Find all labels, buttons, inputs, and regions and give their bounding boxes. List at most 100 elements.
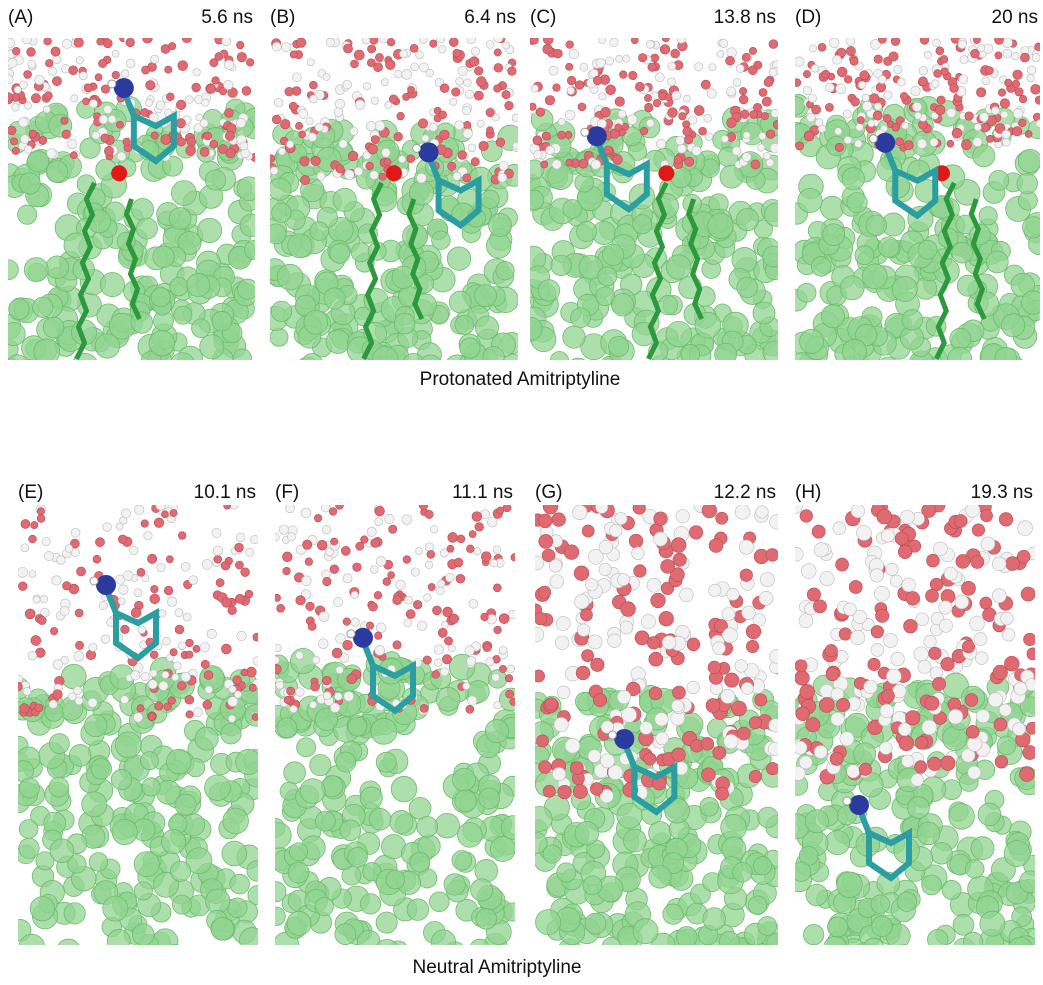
lipid-sphere xyxy=(501,816,525,840)
water-atom xyxy=(814,745,827,758)
water-atom xyxy=(350,127,358,135)
water-atom xyxy=(647,578,661,592)
water-atom xyxy=(246,59,254,67)
water-atom xyxy=(1032,53,1040,61)
water-atom xyxy=(826,83,835,92)
water-atom xyxy=(222,598,232,608)
water-atom xyxy=(311,156,321,166)
water-atom xyxy=(156,101,165,110)
water-atom xyxy=(420,36,428,44)
water-atom xyxy=(864,680,878,694)
water-atom xyxy=(252,714,259,721)
lipid-sphere xyxy=(681,345,700,364)
water-atom xyxy=(870,94,880,104)
water-atom xyxy=(566,41,574,49)
water-atom xyxy=(241,669,248,676)
water-atom xyxy=(554,717,568,731)
water-atom xyxy=(578,103,586,111)
water-atom xyxy=(930,578,943,591)
lipid-sphere xyxy=(863,938,884,959)
lipid-sphere xyxy=(1020,942,1043,966)
water-atom xyxy=(387,38,395,46)
water-atom xyxy=(1001,612,1014,625)
water-atom xyxy=(425,543,434,552)
hydrogen-atom xyxy=(869,135,877,143)
water-atom xyxy=(955,595,969,609)
lipid-sphere xyxy=(978,803,1001,826)
water-atom xyxy=(836,558,849,571)
water-atom xyxy=(975,652,988,665)
water-atom xyxy=(344,170,354,180)
water-atom xyxy=(309,95,317,103)
water-atom xyxy=(449,614,458,623)
lipid-sphere xyxy=(357,930,380,953)
lipid-sphere xyxy=(297,738,316,757)
lipid-sphere xyxy=(19,778,39,798)
water-atom xyxy=(93,555,101,563)
water-atom xyxy=(112,71,120,79)
water-atom xyxy=(545,698,558,711)
water-atom xyxy=(131,671,140,680)
lipid-sphere xyxy=(721,814,747,840)
water-atom xyxy=(672,748,686,762)
water-atom xyxy=(982,77,990,85)
water-atom xyxy=(705,133,713,141)
water-atom xyxy=(683,95,690,102)
water-atom xyxy=(995,52,1002,59)
panel-time: 11.1 ns xyxy=(452,482,513,503)
water-atom xyxy=(49,700,57,708)
lipid-sphere xyxy=(290,648,315,673)
water-atom xyxy=(348,151,358,161)
water-atom xyxy=(375,518,383,526)
water-atom xyxy=(530,556,544,570)
water-atom xyxy=(205,686,213,694)
water-atom xyxy=(332,648,342,658)
water-atom xyxy=(272,42,281,51)
lipid-sphere xyxy=(64,903,85,924)
water-atom xyxy=(911,774,924,787)
water-atom xyxy=(158,610,166,618)
water-atom xyxy=(818,43,826,51)
water-atom xyxy=(200,147,209,156)
water-atom xyxy=(706,699,720,713)
water-atom xyxy=(193,645,200,652)
snapshot-panel xyxy=(6,501,270,965)
water-atom xyxy=(770,649,784,663)
snapshot-panel xyxy=(519,34,787,381)
water-atom xyxy=(965,112,974,121)
lipid-sphere xyxy=(965,860,984,879)
water-atom xyxy=(12,47,20,55)
water-atom xyxy=(404,596,412,604)
water-atom xyxy=(656,732,669,745)
water-atom xyxy=(632,547,645,560)
water-atom xyxy=(499,646,507,654)
water-atom xyxy=(303,540,312,549)
water-atom xyxy=(241,568,250,577)
water-atom xyxy=(880,704,894,718)
water-atom xyxy=(44,37,52,45)
water-atom xyxy=(709,584,721,596)
lipid-sphere xyxy=(475,859,498,882)
water-atom xyxy=(858,81,866,89)
water-atom xyxy=(449,38,458,47)
lipid-sphere xyxy=(825,831,849,855)
water-atom xyxy=(57,556,66,565)
water-atom xyxy=(162,671,169,678)
water-atom xyxy=(375,121,385,131)
lipid-sphere xyxy=(753,302,775,324)
water-atom xyxy=(733,78,741,86)
water-atom xyxy=(371,539,380,548)
water-atom xyxy=(334,692,342,700)
water-atom xyxy=(371,136,379,144)
lipid-sphere xyxy=(228,898,247,917)
lipid-sphere xyxy=(758,916,777,935)
water-atom xyxy=(416,51,424,59)
lipid-sphere xyxy=(736,208,758,230)
water-atom xyxy=(539,586,551,598)
water-atom xyxy=(567,76,576,85)
water-atom xyxy=(74,651,84,661)
lipid-sphere xyxy=(200,335,224,359)
water-atom xyxy=(751,160,760,169)
water-atom xyxy=(596,501,608,513)
water-atom xyxy=(1024,633,1037,646)
